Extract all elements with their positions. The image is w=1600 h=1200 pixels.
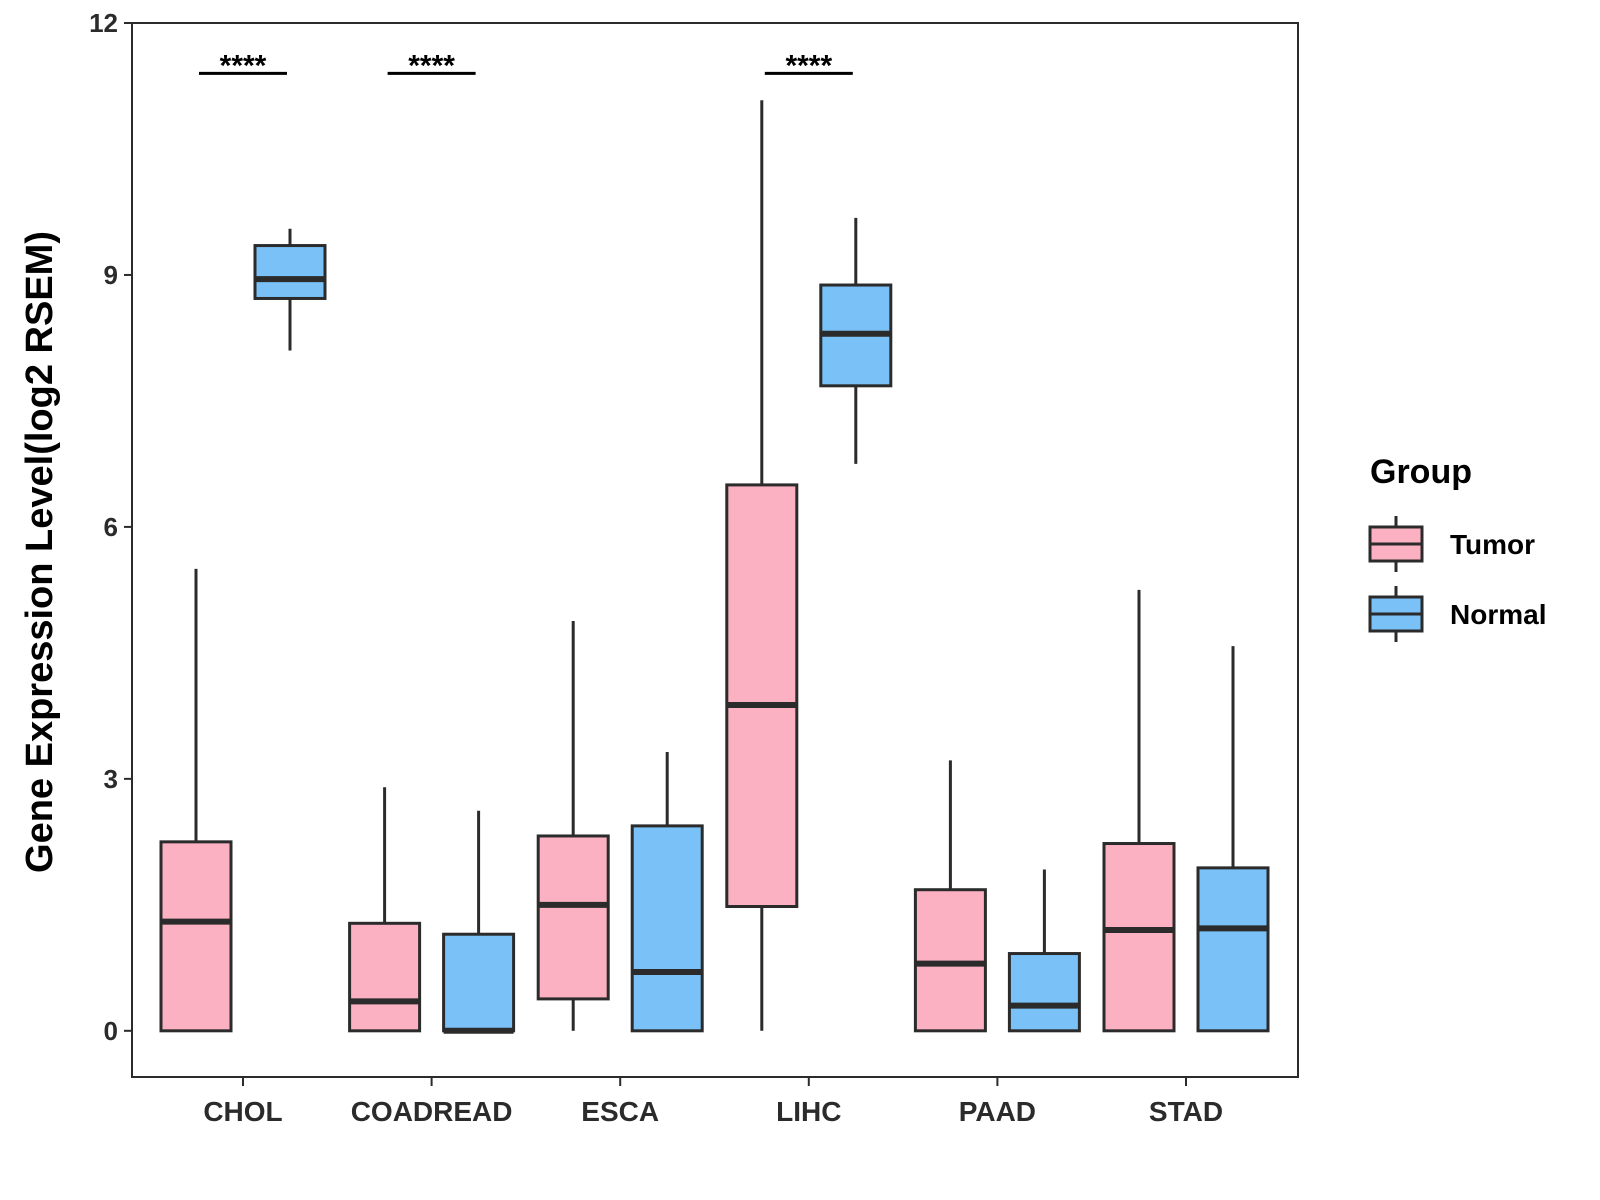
x-tick-label: COADREAD (351, 1096, 513, 1127)
box-tumor-chol (159, 568, 233, 1033)
box-iqr (1196, 866, 1270, 1033)
box-iqr (630, 824, 704, 1033)
legend-item-tumor: Tumor (1368, 516, 1535, 572)
box-normal-stad (1196, 646, 1270, 1033)
y-axis: 0 3 6 9 12 (89, 8, 132, 1046)
box-tumor-paad (913, 760, 987, 1033)
box-tumor-stad (1102, 589, 1176, 1033)
box-iqr (913, 888, 987, 1033)
x-tick-label: PAAD (959, 1096, 1036, 1127)
legend-label: Normal (1450, 599, 1546, 630)
x-axis: CHOL COADREAD ESCA LIHC PAAD STAD (203, 1077, 1223, 1127)
box-tumor-lihc (725, 100, 799, 1031)
x-tick-label: ESCA (581, 1096, 659, 1127)
box-normal-lihc (819, 217, 893, 464)
significance-label: **** (408, 49, 455, 82)
y-tick-label: 3 (104, 764, 118, 794)
box-iqr (1102, 842, 1176, 1033)
y-tick-label: 6 (104, 512, 118, 542)
x-tick-label: STAD (1149, 1096, 1223, 1127)
box-iqr (536, 834, 610, 1001)
y-axis-title: Gene Expression Level(log2 RSEM) (19, 231, 61, 873)
box-iqr (348, 921, 422, 1033)
box-tumor-esca (536, 620, 610, 1031)
box-normal-paad (1007, 869, 1081, 1033)
significance-label: **** (785, 49, 832, 82)
box-iqr (159, 840, 233, 1033)
y-tick-label: 0 (104, 1016, 118, 1046)
box-iqr (253, 244, 327, 300)
legend-item-normal: Normal (1368, 586, 1546, 642)
box-normal-esca (630, 751, 704, 1033)
legend-label: Tumor (1450, 529, 1535, 560)
legend: Group Tumor Normal (1368, 453, 1546, 642)
y-tick-label: 9 (104, 260, 118, 290)
box-tumor-coadread (348, 787, 422, 1033)
x-tick-label: CHOL (203, 1096, 282, 1127)
box-iqr (1007, 952, 1081, 1033)
panel-border (131, 22, 1299, 1078)
box-normal-chol (253, 228, 327, 351)
y-tick-label: 12 (89, 8, 118, 38)
box-iqr (725, 483, 799, 909)
box-normal-coadread (442, 810, 516, 1034)
box-iqr (442, 932, 516, 1033)
legend-title: Group (1370, 453, 1472, 491)
x-tick-label: LIHC (776, 1096, 841, 1127)
plot-area: **** **** **** (131, 22, 1299, 1078)
significance-label: **** (220, 49, 267, 82)
